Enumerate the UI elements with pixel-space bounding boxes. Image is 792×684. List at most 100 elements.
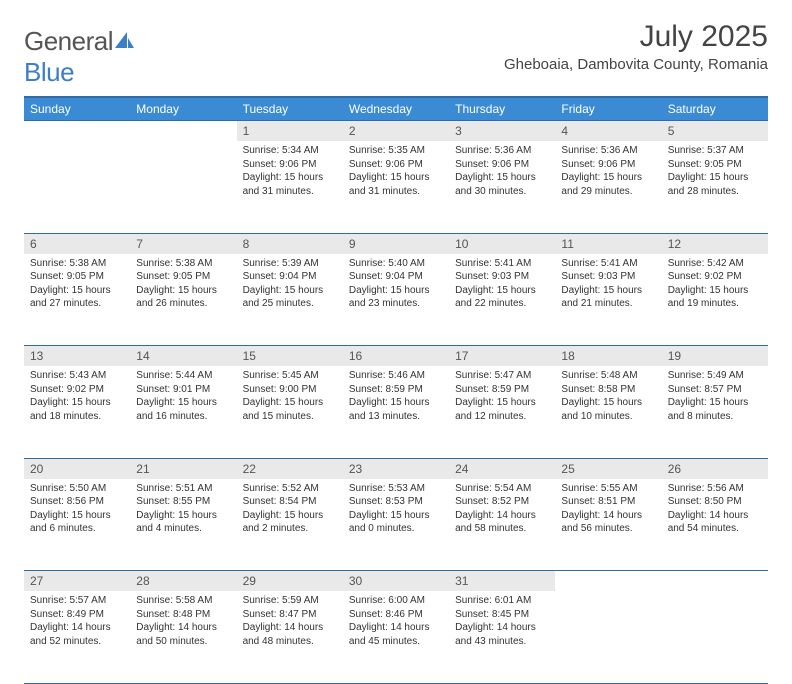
logo-part1: General <box>24 26 113 56</box>
day-number-cell: 1 <box>237 121 343 142</box>
month-title: July 2025 <box>504 20 768 54</box>
daylight-text: Daylight: 15 hours and 26 minutes. <box>136 285 217 310</box>
day-detail-cell: Sunrise: 5:41 AM Sunset: 9:03 PM Daylight:… <box>555 254 661 346</box>
day-number-cell: 5 <box>662 121 768 142</box>
sunrise-text: Sunrise: 5:50 AM <box>30 483 106 494</box>
day-detail-cell: Sunrise: 5:38 AMSunset: 9:05 PMDaylight:… <box>130 254 236 346</box>
sunrise-text: Sunrise: 5:40 AM <box>349 258 425 269</box>
sunset-text: Sunset: 8:50 PM <box>668 496 742 507</box>
day-number-cell: 24 <box>449 458 555 479</box>
sunrise-text: Sunrise: 5:48 AM <box>561 370 637 381</box>
daylight-text: Daylight: 15 hours and 15 minutes. <box>243 397 324 422</box>
daylight-text: Daylight: 14 hours and 50 minutes. <box>136 622 217 647</box>
sunset-text: Sunset: 9:03 PM <box>561 271 635 282</box>
daylight-text: Daylight: 15 hours and 12 minutes. <box>455 397 536 422</box>
daylight-text: Daylight: 15 hours and 27 minutes. <box>30 285 111 310</box>
daylight-text: Daylight: 15 hours and 31 minutes. <box>243 172 324 197</box>
day-number-cell: 21 <box>130 458 236 479</box>
weekday-header: Tuesday <box>237 97 343 121</box>
day-number-cell <box>24 121 130 142</box>
day-number-cell: 30 <box>343 571 449 592</box>
day-number-cell: 14 <box>130 346 236 367</box>
day-number-cell: 8 <box>237 233 343 254</box>
day-detail-cell: Sunrise: 5:36 AM Sunset: 9:06 PM Daylight:… <box>555 141 661 233</box>
daylight-text: Daylight: 15 hours and 18 minutes. <box>30 397 111 422</box>
sunrise-text: Sunrise: 5:54 AM <box>455 483 531 494</box>
day-detail-cell: Sunrise: 5:40 AMSunset: 9:04 PMDaylight:… <box>343 254 449 346</box>
sunset-text: Sunset: 9:06 PM <box>455 159 529 170</box>
day-number-cell <box>130 121 236 142</box>
sunset-text: Sunset: 9:02 PM <box>30 384 104 395</box>
day-detail-row: Sunrise: 5:57 AMSunset: 8:49 PMDaylight:… <box>24 591 768 683</box>
day-number-cell: 25 <box>555 458 661 479</box>
sunset-text: Sunset: 9:06 PM <box>243 159 317 170</box>
weekday-header: Friday <box>555 97 661 121</box>
sunset-text: Sunset: 9:05 PM <box>136 271 210 282</box>
daylight-text: Daylight: 15 hours and 21 minutes. <box>561 285 642 310</box>
sunset-text: Sunset: 8:47 PM <box>243 609 317 620</box>
day-detail-cell: Sunrise: 5:48 AMSunset: 8:58 PMDaylight:… <box>555 366 661 458</box>
day-detail-cell: Sunrise: 5:46 AMSunset: 8:59 PMDaylight:… <box>343 366 449 458</box>
sunrise-text: Sunrise: 5:59 AM <box>243 595 319 606</box>
daylight-text: Daylight: 14 hours and 43 minutes. <box>455 622 536 647</box>
daylight-text: Daylight: 14 hours and 54 minutes. <box>668 510 749 535</box>
daylight-text: Daylight: 15 hours and 13 minutes. <box>349 397 430 422</box>
day-number-cell <box>555 571 661 592</box>
daylight-text: Daylight: 14 hours and 58 minutes. <box>455 510 536 535</box>
sunrise-text: Sunrise: 5:43 AM <box>30 370 106 381</box>
sunset-text: Sunset: 8:59 PM <box>455 384 529 395</box>
sunrise-text: Sunrise: 5:49 AM <box>668 370 744 381</box>
day-number-cell: 4 <box>555 121 661 142</box>
sunset-text: Sunset: 8:46 PM <box>349 609 423 620</box>
daylight-text: Daylight: 15 hours and 4 minutes. <box>136 510 217 535</box>
sunset-text: Sunset: 8:58 PM <box>561 384 635 395</box>
sunrise-text: Sunrise: 5:46 AM <box>349 370 425 381</box>
sunset-text: Sunset: 9:00 PM <box>243 384 317 395</box>
sunset-text: Sunset: 8:53 PM <box>349 496 423 507</box>
daylight-text: Daylight: 14 hours and 52 minutes. <box>30 622 111 647</box>
day-detail-cell: Sunrise: 5:41 AMSunset: 9:03 PMDaylight:… <box>449 254 555 346</box>
sunset-text: Sunset: 9:06 PM <box>561 159 635 170</box>
day-detail-cell: Sunrise: 6:01 AMSunset: 8:45 PMDaylight:… <box>449 591 555 683</box>
day-detail-cell: Sunrise: 5:44 AM Sunset: 9:01 PM Daylight:… <box>130 366 236 458</box>
day-detail-cell <box>555 591 661 683</box>
sunrise-text: Sunrise: 5:58 AM <box>136 595 212 606</box>
sunrise-text: Sunrise: 5:57 AM <box>30 595 106 606</box>
sunset-text: Sunset: 8:55 PM <box>136 496 210 507</box>
day-number-cell: 29 <box>237 571 343 592</box>
daylight-text: Daylight: 15 hours and 16 minutes. <box>136 397 217 422</box>
day-number-cell: 19 <box>662 346 768 367</box>
day-number-cell: 26 <box>662 458 768 479</box>
day-detail-cell: Sunrise: 5:51 AMSunset: 8:55 PMDaylight:… <box>130 479 236 571</box>
sunset-text: Sunset: 9:01 PM <box>136 384 210 395</box>
daylight-text: Daylight: 15 hours and 29 minutes. <box>561 172 642 197</box>
sunrise-text: Sunrise: 5:36 AM <box>455 145 531 156</box>
day-number-row: 2728293031 <box>24 571 768 592</box>
day-detail-cell <box>662 591 768 683</box>
logo-part2: Blue <box>24 57 74 87</box>
day-detail-cell: Sunrise: 6:00 AMSunset: 8:46 PMDaylight:… <box>343 591 449 683</box>
daylight-text: Daylight: 15 hours and 31 minutes. <box>349 172 430 197</box>
day-number-cell: 11 <box>555 233 661 254</box>
sunrise-text: Sunrise: 5:45 AM <box>243 370 319 381</box>
sunrise-text: Sunrise: 5:34 AM <box>243 145 319 156</box>
day-number-cell: 7 <box>130 233 236 254</box>
day-number-cell: 22 <box>237 458 343 479</box>
weekday-header: Monday <box>130 97 236 121</box>
sunrise-text: Sunrise: 5:44 AM <box>136 370 212 381</box>
day-detail-cell: Sunrise: 5:35 AMSunset: 9:06 PMDaylight:… <box>343 141 449 233</box>
daylight-text: Daylight: 15 hours and 19 minutes. <box>668 285 749 310</box>
day-detail-cell: Sunrise: 5:47 AMSunset: 8:59 PMDaylight:… <box>449 366 555 458</box>
sunset-text: Sunset: 9:05 PM <box>668 159 742 170</box>
sunset-text: Sunset: 9:02 PM <box>668 271 742 282</box>
day-number-cell: 6 <box>24 233 130 254</box>
day-detail-row: Sunrise: 5:43 AM Sunset: 9:02 PM Daylight:… <box>24 366 768 458</box>
day-detail-cell: Sunrise: 5:55 AMSunset: 8:51 PMDaylight:… <box>555 479 661 571</box>
sunrise-text: Sunrise: 5:41 AM <box>561 258 637 269</box>
day-number-cell: 20 <box>24 458 130 479</box>
sunrise-text: Sunrise: 5:36 AM <box>561 145 637 156</box>
daylight-text: Daylight: 14 hours and 56 minutes. <box>561 510 642 535</box>
sunrise-text: Sunrise: 5:56 AM <box>668 483 744 494</box>
day-detail-cell: Sunrise: 5:52 AMSunset: 8:54 PMDaylight:… <box>237 479 343 571</box>
day-detail-cell: Sunrise: 5:49 AMSunset: 8:57 PMDaylight:… <box>662 366 768 458</box>
